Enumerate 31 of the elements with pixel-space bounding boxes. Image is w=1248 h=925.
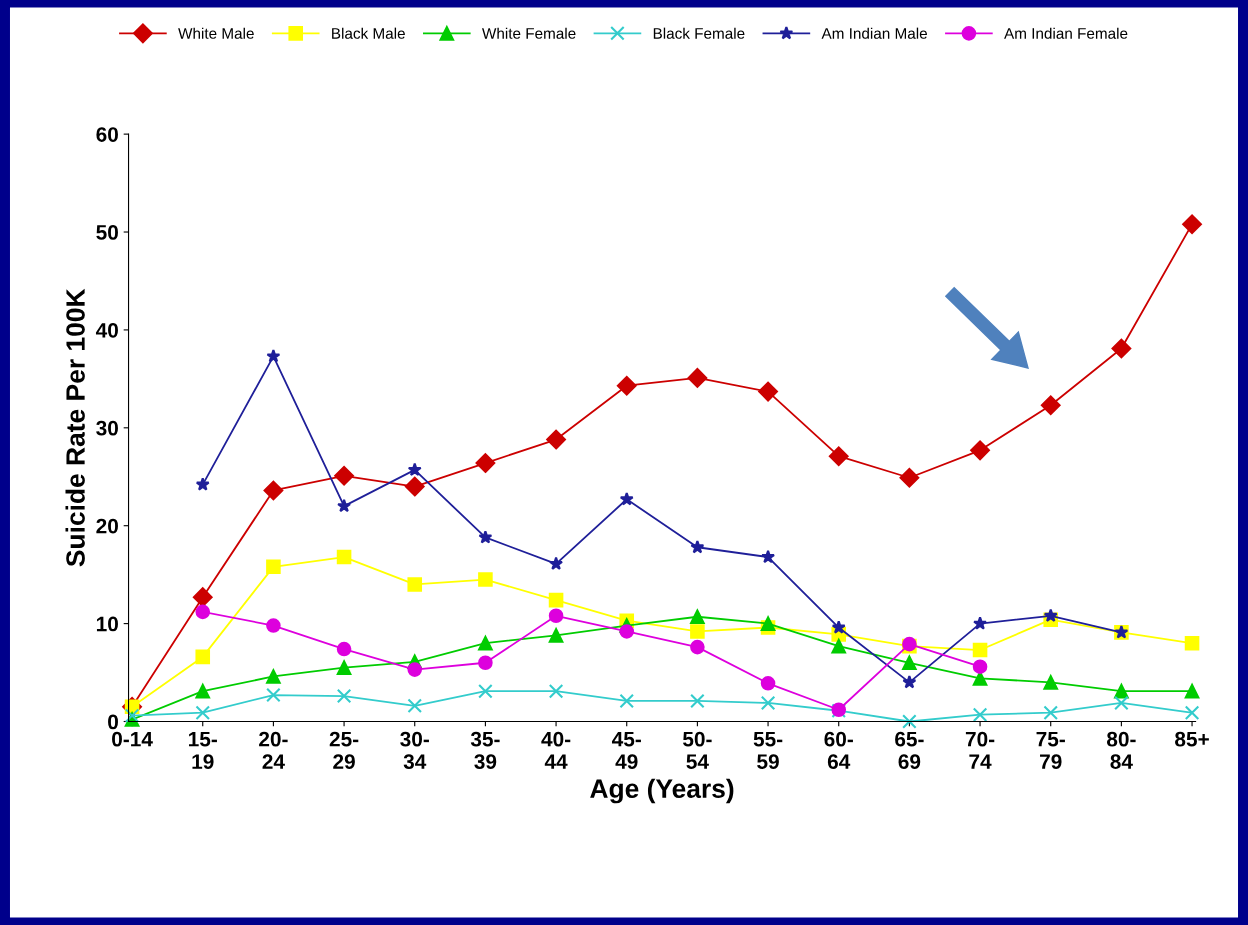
- x-tick-label: 70- 74: [965, 731, 995, 769]
- y-tick-label: 30: [96, 420, 118, 436]
- x-tick-label: 15- 19: [189, 731, 217, 769]
- y-tick-label: 0: [108, 714, 118, 730]
- x-tick-label: 0-14: [112, 731, 153, 747]
- x-axis-title: Age (Years): [590, 778, 734, 804]
- legend-label: White Female: [482, 27, 576, 39]
- x-tick-label: 35- 39: [470, 731, 500, 769]
- x-tick-label: 60- 64: [824, 731, 853, 769]
- y-tick-label: 50: [96, 225, 118, 240]
- x-tick-label: 85+: [1175, 731, 1209, 747]
- y-axis-title: Suicide Rate Per 100K: [65, 288, 85, 567]
- y-tick-label: 10: [96, 616, 118, 632]
- x-tick-label: 40- 44: [541, 731, 571, 769]
- x-tick-label: 50- 54: [682, 731, 712, 769]
- x-tick-label: 75- 79: [1036, 731, 1065, 769]
- x-tick-label: 55- 59: [753, 731, 783, 769]
- x-tick-label: 30- 34: [400, 731, 429, 769]
- y-tick-label: 40: [95, 322, 118, 338]
- x-tick-label: 80- 84: [1106, 731, 1136, 769]
- legend-label: Am Indian Male: [821, 27, 927, 39]
- x-tick-label: 65- 69: [895, 731, 924, 769]
- x-tick-label: 45- 49: [611, 731, 641, 769]
- y-tick-label: 60: [96, 127, 118, 142]
- legend-label: Black Female: [653, 27, 745, 39]
- legend-label: Am Indian Female: [1004, 27, 1128, 39]
- legend-label: Black Male: [332, 27, 405, 39]
- legend-label: White Male: [178, 27, 254, 39]
- y-tick-label: 20: [96, 518, 118, 534]
- x-tick-label: 25- 29: [329, 731, 359, 769]
- x-tick-label: 20- 24: [259, 731, 288, 769]
